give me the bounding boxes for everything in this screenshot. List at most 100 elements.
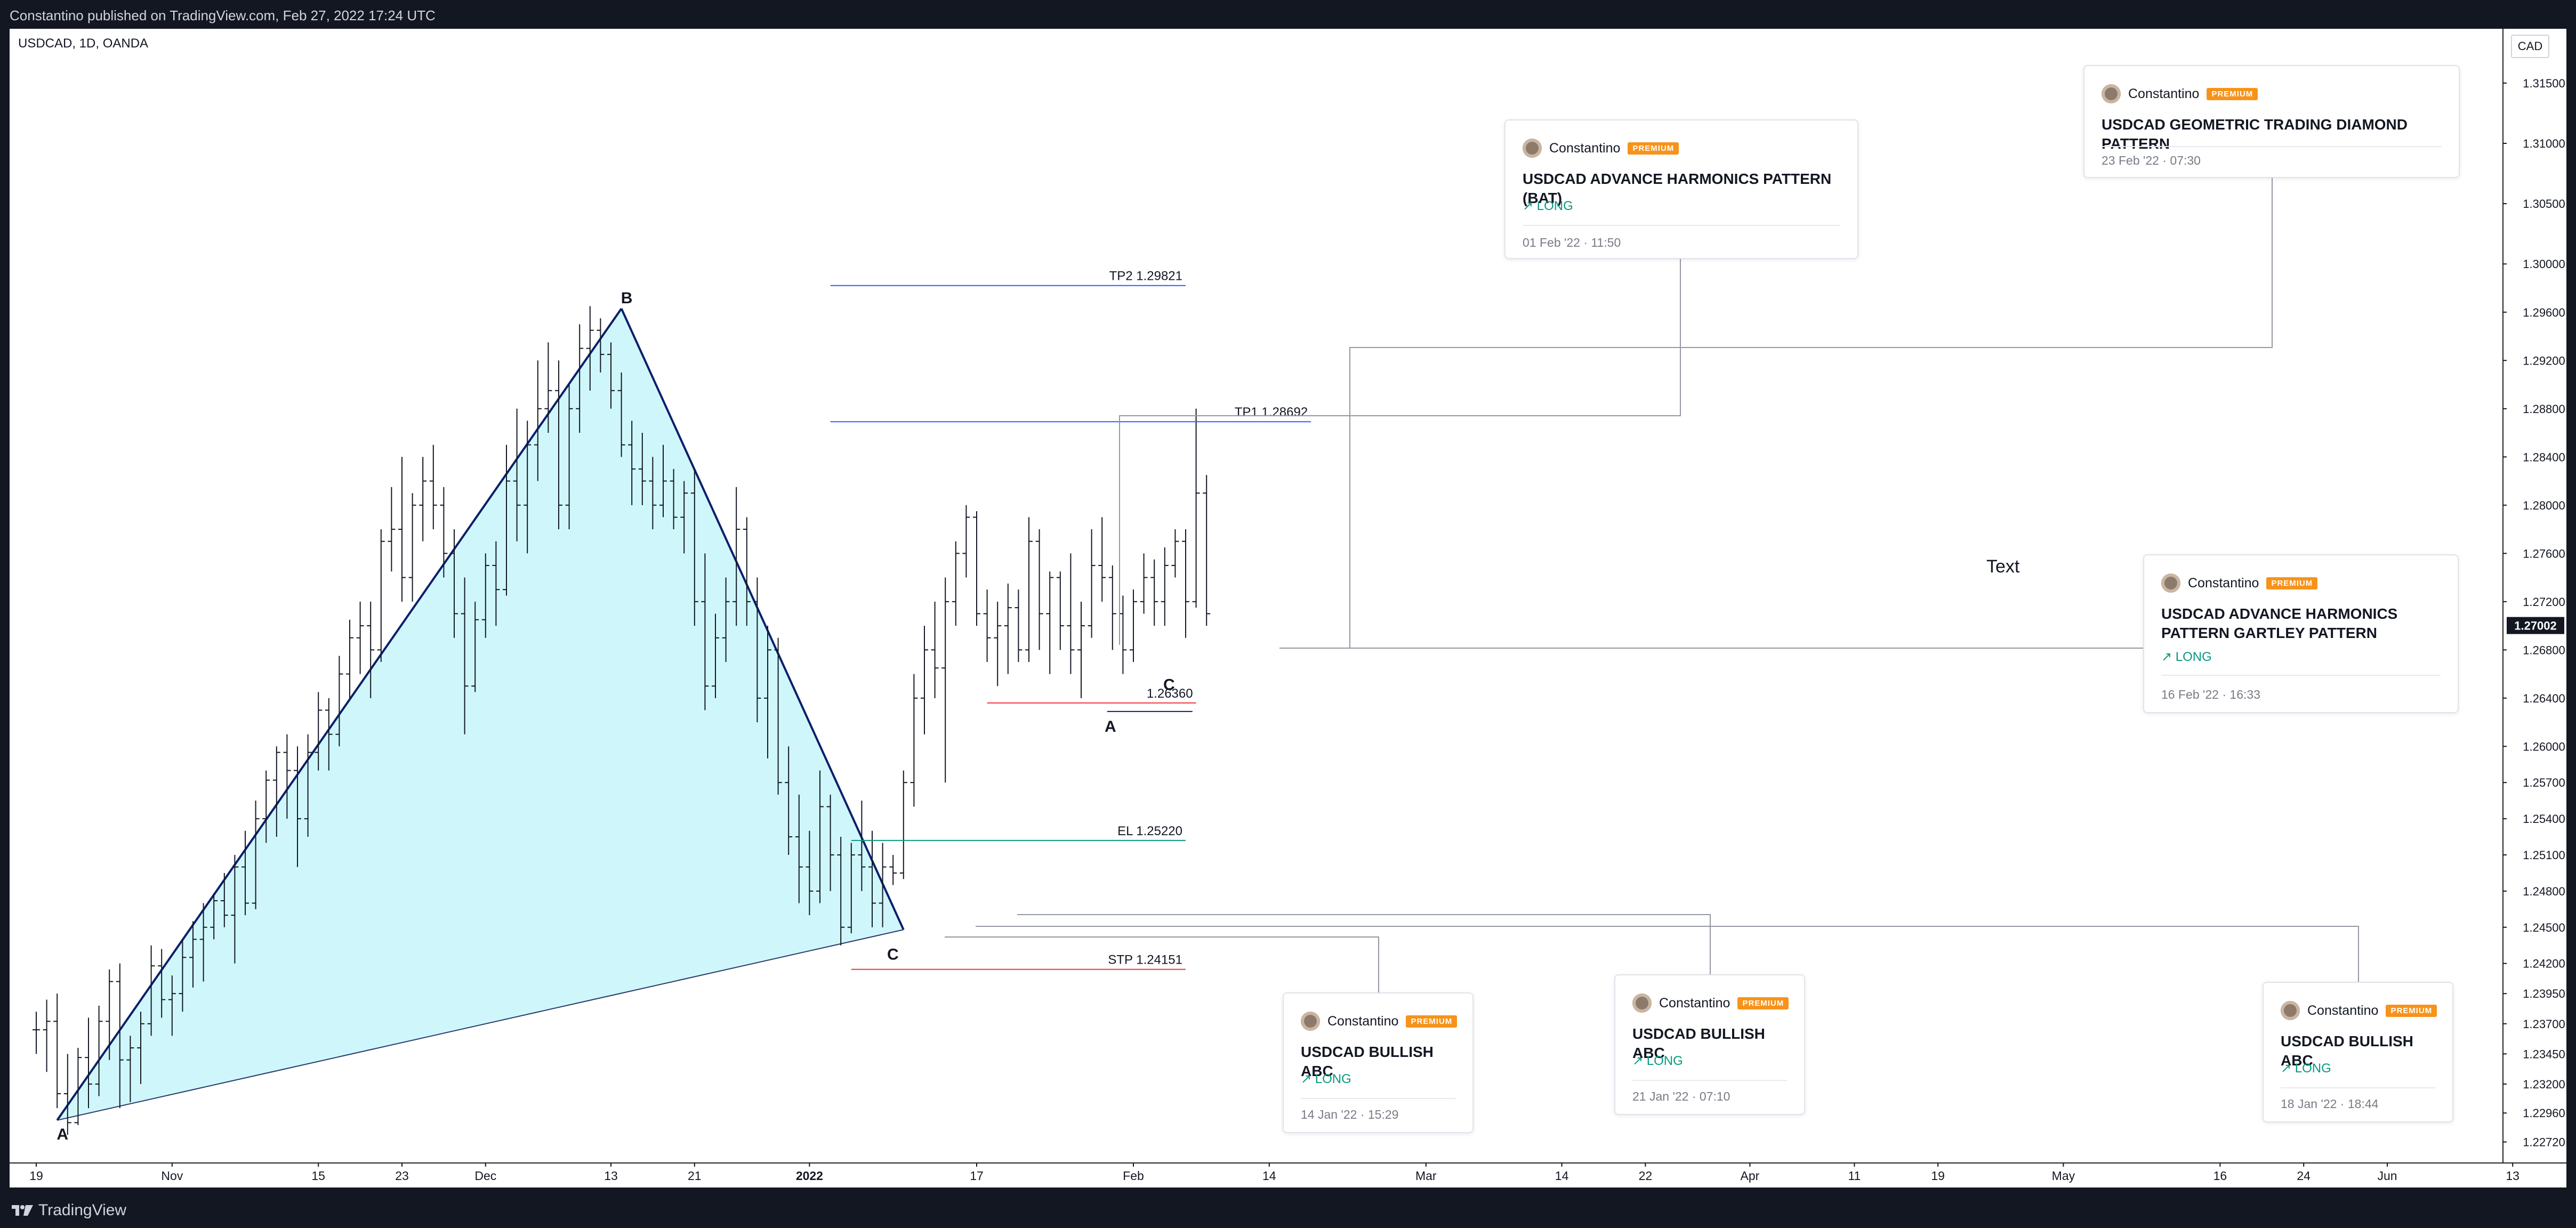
- price-bar: [534, 360, 542, 481]
- level-label: TP2 1.29821: [1109, 269, 1182, 284]
- price-bar: [722, 577, 730, 662]
- idea-title[interactable]: USDCAD ADVANCE HARMONICS PATTERN (BAT): [1523, 171, 1832, 206]
- price-bar: [701, 553, 709, 710]
- currency-label[interactable]: CAD: [2511, 35, 2549, 58]
- price-bar: [231, 854, 239, 964]
- price-bar: [983, 589, 991, 662]
- divider: [2281, 1087, 2435, 1088]
- pattern-leg-bc: [620, 308, 905, 931]
- idea-author: Constantino PREMIUM: [2161, 572, 2318, 594]
- time-tick-label: 21: [688, 1169, 702, 1183]
- price-bar: [63, 1054, 71, 1135]
- idea-author: Constantino PREMIUM: [1523, 138, 1679, 159]
- idea-date: 01 Feb '22 · 11:50: [1523, 236, 1621, 249]
- time-scale[interactable]: [10, 1162, 2566, 1189]
- price-tick-label: 1.31000: [2523, 137, 2565, 150]
- price-bar: [774, 637, 782, 795]
- price-bar: [910, 674, 918, 807]
- price-bar: [503, 445, 510, 596]
- price-bar: [1056, 571, 1064, 650]
- avatar: [2281, 1001, 2300, 1020]
- pattern-leg-ac: [57, 929, 904, 1121]
- price-bar: [1046, 571, 1054, 674]
- footer-bar: [0, 1187, 2576, 1228]
- price-bar: [356, 601, 364, 674]
- idea-connector: [945, 936, 1379, 992]
- divider: [2161, 675, 2441, 676]
- price-bar: [388, 487, 396, 572]
- price-bar: [262, 770, 270, 843]
- idea-direction: ↗ LONG: [1523, 199, 1573, 213]
- price-bar: [74, 1048, 82, 1125]
- idea-title[interactable]: USDCAD BULLISH ABC: [1632, 1025, 1765, 1061]
- idea-card[interactable]: Constantino PREMIUM USDCAD BULLISH ABC ↗ …: [1614, 974, 1805, 1115]
- price-bar: [294, 746, 301, 867]
- price-bar: [346, 619, 353, 698]
- price-bar: [659, 445, 667, 518]
- avatar: [1301, 1012, 1320, 1031]
- price-tick-label: 1.26400: [2523, 692, 2565, 705]
- price-bar: [1192, 408, 1200, 608]
- symbol-label[interactable]: USDCAD, 1D, OANDA: [18, 36, 149, 51]
- price-bar: [440, 487, 448, 578]
- price-bar: [199, 903, 207, 982]
- time-tick-label: 13: [604, 1169, 618, 1183]
- price-bar: [597, 318, 605, 373]
- level-label: EL 1.25220: [1117, 824, 1182, 838]
- divider: [2102, 146, 2442, 147]
- price-bar: [889, 854, 897, 885]
- time-tick-label: 22: [1639, 1169, 1653, 1183]
- pattern-fill: [57, 308, 904, 1120]
- idea-card[interactable]: Constantino PREMIUM USDCAD ADVANCE HARMON…: [2143, 554, 2459, 713]
- premium-badge: PREMIUM: [1737, 997, 1789, 1009]
- price-bar: [607, 342, 615, 409]
- price-bar: [1182, 529, 1189, 638]
- price-bar: [513, 408, 521, 542]
- price-bar: [419, 457, 427, 542]
- price-bar: [95, 1005, 103, 1096]
- idea-title[interactable]: USDCAD BULLISH ABC: [1301, 1044, 1434, 1079]
- price-bar: [785, 746, 793, 855]
- chart-text-annotation[interactable]: Text: [1986, 556, 2020, 577]
- price-bar: [408, 493, 416, 602]
- author-name: Constantino: [2307, 1003, 2379, 1018]
- price-bar: [931, 601, 939, 698]
- price-bar: [1130, 589, 1137, 662]
- author-name: Constantino: [1327, 1013, 1399, 1029]
- author-name: Constantino: [2128, 86, 2200, 101]
- price-bar: [158, 949, 166, 1018]
- idea-direction: ↗ LONG: [1632, 1054, 1683, 1068]
- price-scale[interactable]: [2502, 29, 2567, 1162]
- idea-title[interactable]: USDCAD BULLISH ABC: [2281, 1033, 2413, 1069]
- level-label: TP1 1.28692: [1235, 405, 1308, 419]
- price-bar: [272, 746, 280, 837]
- idea-card[interactable]: Constantino PREMIUM USDCAD BULLISH ABC ↗ …: [2263, 982, 2453, 1122]
- price-bar: [1015, 589, 1023, 662]
- pattern-label-b: B: [621, 289, 633, 307]
- price-bar: [1203, 475, 1211, 626]
- author-name: Constantino: [2188, 575, 2259, 591]
- price-bar: [617, 372, 625, 457]
- time-tick-label: Nov: [161, 1169, 183, 1183]
- price-bar: [106, 969, 114, 1060]
- time-tick-label: 24: [2297, 1169, 2311, 1183]
- price-bar: [1025, 517, 1033, 662]
- tradingview-logo[interactable]: TradingView: [12, 1201, 126, 1219]
- idea-card[interactable]: Constantino PREMIUM USDCAD BULLISH ABC ↗ …: [1283, 992, 1474, 1133]
- price-tick-label: 1.25400: [2523, 812, 2565, 826]
- idea-title[interactable]: USDCAD ADVANCE HARMONICS PATTERN GARTLEY…: [2161, 605, 2398, 641]
- avatar: [2102, 84, 2121, 103]
- price-bar: [1140, 553, 1148, 614]
- idea-title[interactable]: USDCAD GEOMETRIC TRADING DIAMOND PATTERN: [2102, 116, 2408, 152]
- idea-card[interactable]: Constantino PREMIUM USDCAD GEOMETRIC TRAD…: [2083, 65, 2460, 178]
- price-bar: [377, 529, 385, 662]
- idea-card[interactable]: Constantino PREMIUM USDCAD ADVANCE HARMON…: [1504, 119, 1858, 259]
- time-tick-label: May: [2052, 1169, 2075, 1183]
- idea-direction: ↗ LONG: [2281, 1061, 2331, 1076]
- price-bar: [471, 601, 479, 692]
- time-tick-label: 11: [1848, 1169, 1861, 1183]
- price-bar: [1171, 529, 1179, 578]
- price-bar: [847, 843, 855, 934]
- price-bar: [826, 794, 834, 891]
